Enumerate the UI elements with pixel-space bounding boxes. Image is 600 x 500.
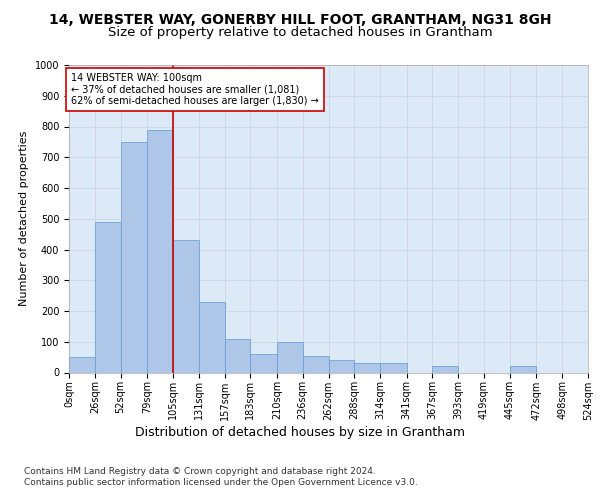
Bar: [277, 342, 303, 372]
Bar: [329, 360, 354, 372]
Bar: [380, 364, 407, 372]
Bar: [250, 354, 277, 372]
Bar: [121, 142, 147, 372]
Bar: [95, 222, 121, 372]
Bar: [224, 338, 250, 372]
Text: 14 WEBSTER WAY: 100sqm
← 37% of detached houses are smaller (1,081)
62% of semi-: 14 WEBSTER WAY: 100sqm ← 37% of detached…: [71, 72, 319, 106]
Text: Size of property relative to detached houses in Grantham: Size of property relative to detached ho…: [107, 26, 493, 39]
Text: 14, WEBSTER WAY, GONERBY HILL FOOT, GRANTHAM, NG31 8GH: 14, WEBSTER WAY, GONERBY HILL FOOT, GRAN…: [49, 12, 551, 26]
Bar: [199, 302, 224, 372]
Bar: [303, 356, 329, 372]
Text: Contains HM Land Registry data © Crown copyright and database right 2024.
Contai: Contains HM Land Registry data © Crown c…: [24, 468, 418, 487]
Bar: [433, 366, 458, 372]
Bar: [147, 130, 173, 372]
Y-axis label: Number of detached properties: Number of detached properties: [19, 131, 29, 306]
Text: Distribution of detached houses by size in Grantham: Distribution of detached houses by size …: [135, 426, 465, 439]
Bar: [510, 366, 536, 372]
Bar: [173, 240, 199, 372]
Bar: [354, 364, 380, 372]
Bar: [69, 357, 95, 372]
